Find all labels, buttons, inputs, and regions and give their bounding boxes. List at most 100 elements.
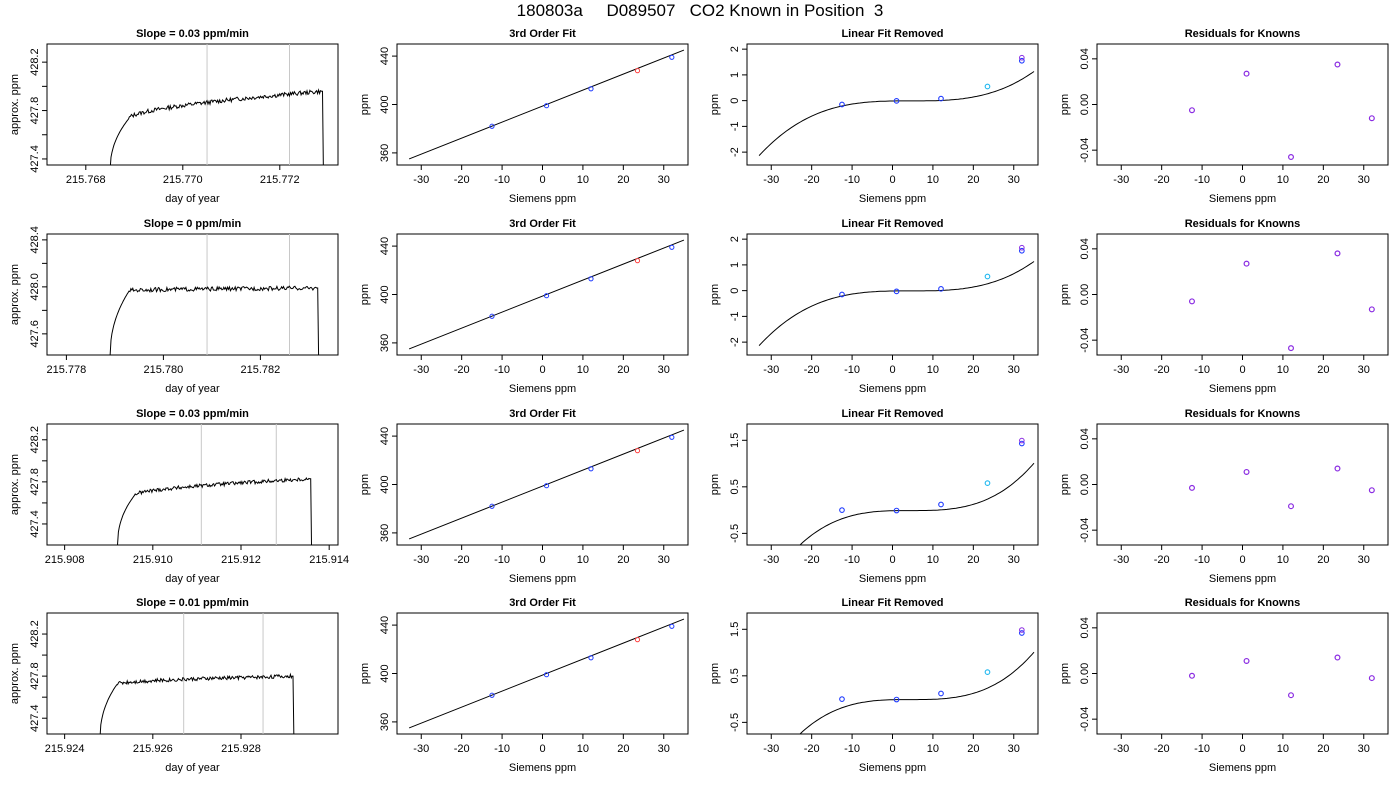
known-point [588,86,594,92]
x-axis-label: Siemens ppm [509,762,576,774]
y-tick-label: 1 [729,72,741,78]
x-tick-label: 30 [1358,554,1370,566]
x-tick-label: -20 [804,743,820,755]
residual-point [1188,298,1195,305]
panel-linfit-row1: Linear Fit Removed-30 -20 -10 0 10 20 30-2-101… [709,28,1039,205]
y-axis-label: ppm [709,474,721,495]
x-tick-label: -20 [804,174,820,186]
panel-title: Residuals for Knowns [1185,597,1301,609]
known-point [634,637,641,643]
plot-area [408,429,685,540]
known-point [839,696,845,702]
x-tick-label: 30 [658,743,670,755]
panel-linfit-row3: Linear Fit Removed -30 -20 -10 0 10 20 30 -0.5 0.… [709,408,1039,585]
plot-area [117,424,312,545]
known-point [938,501,944,508]
y-tick-label: 428.4 [29,226,41,254]
y-tick-label: 427.4 [29,704,41,732]
x-tick-label: -30 [413,174,429,186]
x-axis-label: Siemens ppm [1209,193,1276,205]
x-tick-label: 10 [927,364,939,376]
plot-area [408,618,685,729]
x-axis-label: Siemens ppm [509,383,576,395]
residual-point [1243,260,1250,267]
plot-frame [746,612,1039,735]
known-point [893,288,900,295]
x-axis-label: Siemens ppm [1209,573,1276,585]
x-axis-label: Siemens ppm [859,383,926,395]
y-tick-label: -2 [729,147,741,157]
y-tick-label: 440 [379,616,391,634]
known-point [1019,627,1025,633]
y-tick-label: 440 [379,47,391,65]
known-point [1019,244,1025,251]
y-tick-label: 428.2 [29,620,41,648]
x-tick-label: 215.780 [144,364,184,376]
residual-point [1287,345,1294,352]
x-tick-label: -30 [413,554,429,566]
x-axis-label: Siemens ppm [509,573,576,585]
y-tick-label: 0.00 [1079,94,1091,115]
x-tick-label: -20 [454,364,470,376]
plot-frame [746,233,1039,356]
x-tick-label: 20 [967,554,979,566]
y-tick-label: 0 [729,98,741,104]
fit-line [408,618,685,729]
x-tick-label: 10 [577,364,589,376]
x-tick-label: 215.782 [241,364,281,376]
panel-title: Slope = 0.03 ppm/min [136,408,249,420]
y-tick-label: -0.04 [1079,138,1091,163]
y-tick-label: 427.8 [29,468,41,496]
known-point [489,503,495,509]
x-tick-label: -10 [1194,554,1210,566]
x-tick-label: 10 [577,554,589,566]
panel-fit-row3: 3rd Order Fit -30 -20 -10 0 10 20 30 360 400 440 Si… [359,408,689,585]
plot-frame [1096,43,1389,166]
plot-frame [746,43,1039,166]
known-point [669,623,675,629]
x-axis-label: Siemens ppm [859,193,926,205]
panel-resid-row3: Residuals for Knowns -30 -20 -10 0 10 20 30 -0.0… [1059,408,1389,585]
y-tick-label: 427.6 [29,320,41,348]
x-axis-label: day of year [165,383,220,395]
x-tick-label: 10 [927,743,939,755]
concentration-trace [117,476,312,545]
known-point [938,285,944,292]
y-axis-label: ppm [1059,284,1071,305]
known-point [984,273,991,280]
cubic-residual-curve [799,462,1035,545]
y-tick-label: 400 [379,664,391,682]
y-axis-label: approx. ppm [9,74,21,135]
y-axis-label: approx. ppm [9,643,21,704]
panel-title: Linear Fit Removed [841,408,943,420]
y-tick-label: 2 [729,46,741,52]
x-tick-label: 215.912 [221,554,261,566]
plot-frame [746,423,1039,546]
x-tick-label: -30 [763,743,779,755]
panel-fit-row1: 3rd Order Fit -30 -20 -10 0 10 20 30 360 400 440 Si… [359,28,689,205]
cubic-residual-curve [758,261,1035,346]
known-point [839,291,845,298]
known-point [588,276,594,282]
plot-area [758,244,1035,346]
plot-frame [1096,233,1389,356]
x-tick-label: 20 [617,364,629,376]
x-tick-label: 20 [1317,174,1329,186]
y-tick-label: 0 [729,288,741,294]
plot-frame [46,43,339,166]
y-axis-label: ppm [359,94,371,115]
x-tick-label: -10 [1194,743,1210,755]
y-tick-label: -0.04 [1079,518,1091,543]
x-tick-label: 10 [1277,364,1289,376]
y-tick-label: 0.04 [1079,238,1091,259]
x-tick-label: -20 [1154,743,1170,755]
x-tick-label: -10 [494,364,510,376]
known-point [938,95,944,102]
residual-point [1368,675,1375,682]
x-tick-label: -30 [413,743,429,755]
known-point [1018,57,1025,64]
x-tick-label: -30 [1113,743,1129,755]
x-tick-label: 30 [658,174,670,186]
known-point [893,98,900,104]
plot-area [408,49,685,160]
